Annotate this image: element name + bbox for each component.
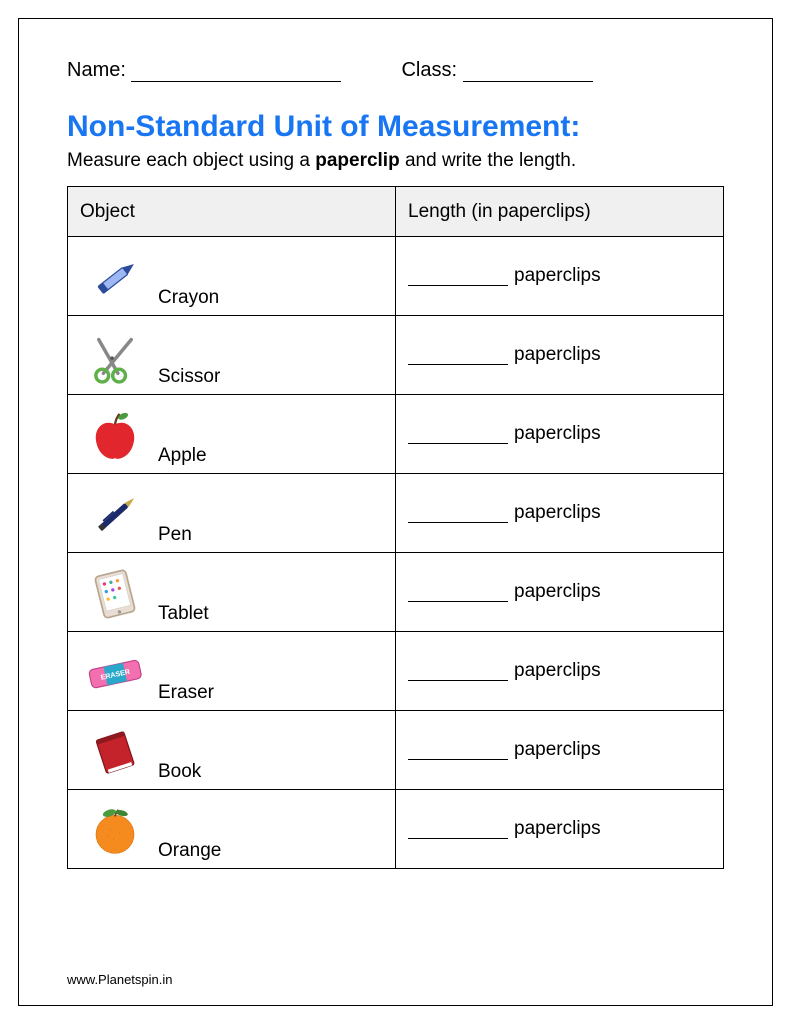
table-row: Apple paperclips [68,395,724,474]
object-cell: Tablet [68,553,396,632]
unit-label: paperclips [514,344,601,366]
pen-icon [80,482,150,548]
length-cell: paperclips [396,474,724,553]
object-cell: Scissor [68,316,396,395]
length-blank[interactable] [408,345,508,365]
length-blank[interactable] [408,503,508,523]
eraser-icon: ERASER [80,640,150,706]
name-label: Name: [67,59,126,81]
tablet-icon [80,561,150,627]
object-cell: Apple [68,395,396,474]
header-fields: Name: Class: [67,59,724,82]
unit-label: paperclips [514,423,601,445]
object-cell: ERASER Eraser [68,632,396,711]
length-blank[interactable] [408,661,508,681]
object-label: Scissor [158,366,220,390]
length-cell: paperclips [396,711,724,790]
object-label: Crayon [158,287,219,311]
worksheet-title: Non-Standard Unit of Measurement: [67,110,724,144]
instruction: Measure each object using a paperclip an… [67,150,724,172]
length-cell: paperclips [396,553,724,632]
class-label: Class: [401,59,457,81]
instruction-post: and write the length. [400,150,576,171]
instruction-bold: paperclip [315,150,399,171]
object-label: Apple [158,445,207,469]
table-row: Crayon paperclips [68,237,724,316]
unit-label: paperclips [514,739,601,761]
table-row: Pen paperclips [68,474,724,553]
footer-url: www.Planetspin.in [67,972,173,987]
length-cell: paperclips [396,790,724,869]
object-cell: Crayon [68,237,396,316]
col-length: Length (in paperclips) [396,187,724,237]
table-header-row: Object Length (in paperclips) [68,187,724,237]
page-border: Name: Class: Non-Standard Unit of Measur… [18,18,773,1006]
table-row: Scissor paperclips [68,316,724,395]
object-cell: Book [68,711,396,790]
unit-label: paperclips [514,581,601,603]
class-blank[interactable] [463,60,593,82]
object-label: Book [158,761,201,785]
table-row: ERASER Eraser paperclips [68,632,724,711]
unit-label: paperclips [514,265,601,287]
object-label: Tablet [158,603,209,627]
length-cell: paperclips [396,395,724,474]
unit-label: paperclips [514,818,601,840]
crayon-icon [80,245,150,311]
instruction-pre: Measure each object using a [67,150,315,171]
table-row: Book paperclips [68,711,724,790]
length-blank[interactable] [408,266,508,286]
length-cell: paperclips [396,237,724,316]
length-blank[interactable] [408,582,508,602]
length-blank[interactable] [408,819,508,839]
unit-label: paperclips [514,502,601,524]
table-row: Orange paperclips [68,790,724,869]
col-object: Object [68,187,396,237]
class-field: Class: [401,59,592,82]
length-blank[interactable] [408,740,508,760]
apple-icon [80,403,150,469]
table-row: Tablet paperclips [68,553,724,632]
name-field: Name: [67,59,341,82]
scissor-icon [80,324,150,390]
length-cell: paperclips [396,316,724,395]
worksheet-table: Object Length (in paperclips) Crayon pap… [67,186,724,869]
book-icon [80,719,150,785]
unit-label: paperclips [514,660,601,682]
object-cell: Orange [68,790,396,869]
length-blank[interactable] [408,424,508,444]
orange-icon [80,798,150,864]
object-label: Pen [158,524,192,548]
object-label: Orange [158,840,221,864]
name-blank[interactable] [131,60,341,82]
object-cell: Pen [68,474,396,553]
object-label: Eraser [158,682,214,706]
length-cell: paperclips [396,632,724,711]
